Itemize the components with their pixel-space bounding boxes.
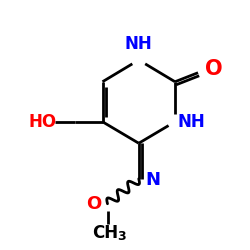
Text: NH: NH: [177, 113, 205, 131]
Text: 3: 3: [117, 230, 126, 243]
Text: O: O: [86, 195, 102, 213]
Text: O: O: [205, 59, 222, 79]
Text: HO: HO: [28, 113, 56, 131]
Text: N: N: [145, 171, 160, 189]
Text: CH: CH: [92, 224, 118, 242]
Text: NH: NH: [125, 35, 152, 53]
